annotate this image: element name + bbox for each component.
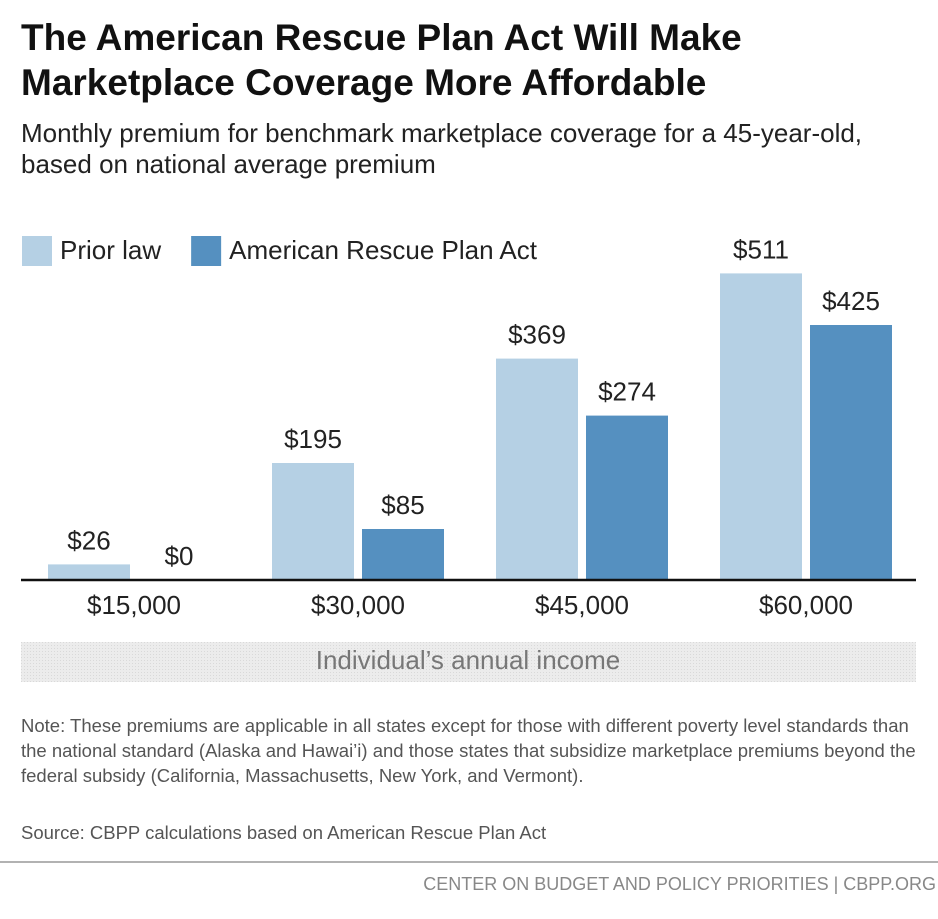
value-label: $0 <box>165 541 194 571</box>
source: Source: CBPP calculations based on Ameri… <box>21 822 547 843</box>
x-tick-label: $15,000 <box>87 590 181 620</box>
x-tick-label: $30,000 <box>311 590 405 620</box>
x-tick-label: $60,000 <box>759 590 853 620</box>
chart-subtitle: Monthly premium for benchmark marketplac… <box>21 118 862 148</box>
legend-swatch <box>22 236 52 266</box>
x-tick-label: $45,000 <box>535 590 629 620</box>
chart-subtitle: based on national average premium <box>21 149 436 179</box>
bar <box>48 564 130 580</box>
value-label: $369 <box>508 319 566 349</box>
legend-label: Prior law <box>60 235 161 265</box>
chart-title: The American Rescue Plan Act Will Make <box>21 17 742 58</box>
bar <box>496 358 578 580</box>
chart-title: Marketplace Coverage More Affordable <box>21 62 706 103</box>
bar <box>272 463 354 580</box>
x-axis-band <box>21 642 916 682</box>
value-label: $425 <box>822 286 880 316</box>
legend-swatch <box>191 236 222 266</box>
bar <box>362 529 444 580</box>
legend-label: American Rescue Plan Act <box>229 235 538 265</box>
note: Note: These premiums are applicable in a… <box>21 715 916 786</box>
x-axis-label: Individual’s annual income <box>316 645 621 675</box>
value-label: $511 <box>733 234 789 264</box>
value-label: $274 <box>598 376 656 406</box>
value-label: $195 <box>284 424 342 454</box>
value-label: $85 <box>381 490 424 520</box>
footer: CENTER ON BUDGET AND POLICY PRIORITIES |… <box>423 874 936 894</box>
value-label: $26 <box>67 525 110 555</box>
bar <box>586 415 668 580</box>
bar <box>810 325 892 580</box>
bar <box>720 273 802 580</box>
